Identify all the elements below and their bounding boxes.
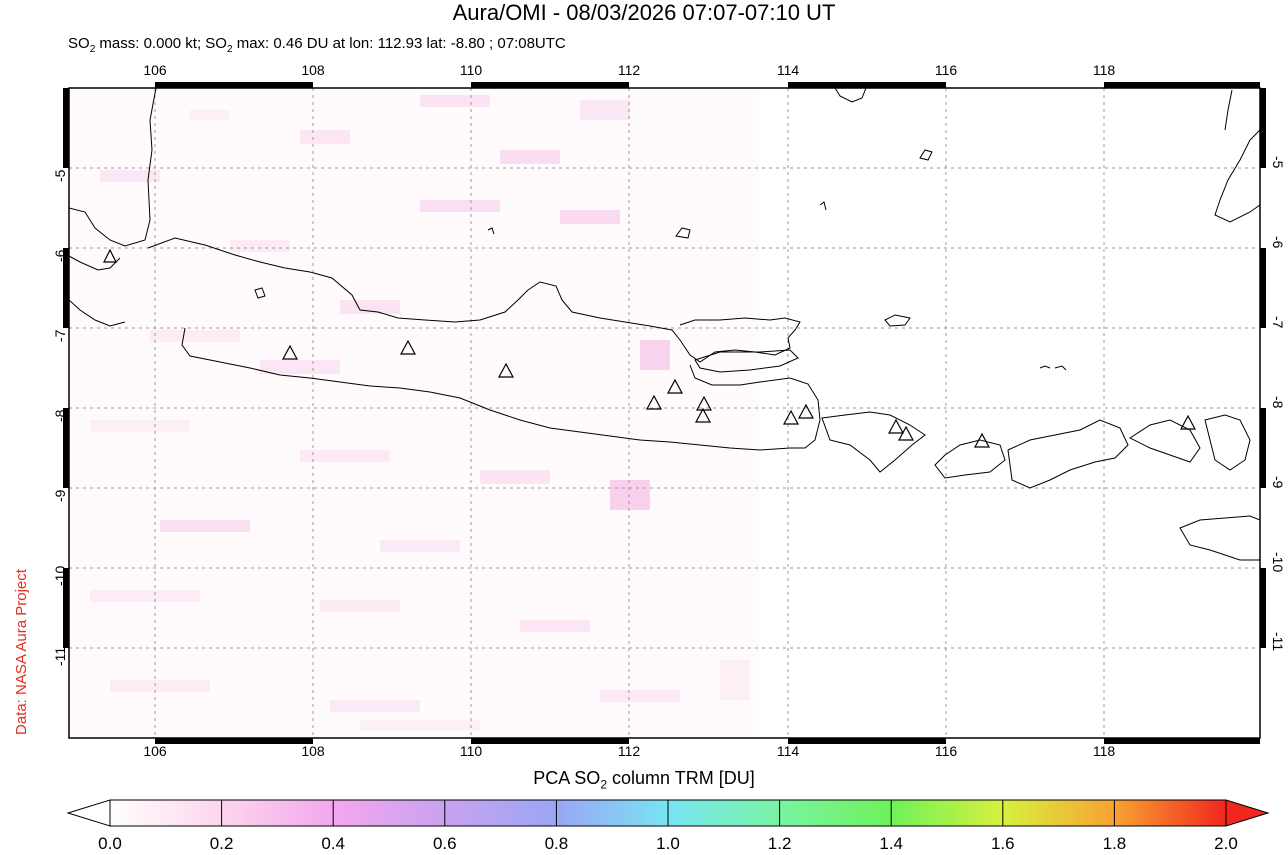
triangle-icon [694, 407, 712, 423]
lon-tick-bottom: 110 [459, 743, 483, 759]
lat-tick-left: -11 [52, 646, 68, 666]
lat-tick-left: -7 [52, 329, 68, 342]
map-title: Aura/OMI - 08/03/2026 07:07-07:10 UT [452, 0, 836, 25]
lon-tick-top: 108 [301, 62, 325, 78]
lon-tick-bottom: 116 [934, 743, 958, 759]
lon-tick-top: 118 [1092, 62, 1116, 78]
map-subtitle: SO2 mass: 0.000 kt; SO2 max: 0.46 DU at … [68, 35, 566, 55]
lon-tick-bottom: 108 [301, 743, 325, 759]
colorbar-title: PCA SO2 column TRM [DU] [533, 768, 755, 792]
lat-tick-left: -10 [52, 565, 68, 586]
lat-tick-left: -6 [52, 249, 68, 262]
triangle-icon [399, 339, 417, 355]
triangle-icon [281, 344, 299, 360]
colorbar-label: 1.2 [767, 834, 792, 853]
lon-tick-top: 114 [776, 62, 800, 78]
lon-tick-top: 106 [143, 62, 167, 78]
lon-tick-bottom: 112 [617, 743, 641, 759]
lat-tick-right: -10 [1270, 552, 1286, 573]
triangle-icon [782, 409, 800, 425]
lat-tick-right: -7 [1270, 316, 1286, 329]
colorbar-label: 0.2 [209, 834, 234, 853]
colorbar-label: 0.0 [98, 834, 122, 853]
colorbar-label: 1.8 [1102, 834, 1127, 853]
lon-tick-bottom: 106 [143, 743, 167, 759]
triangle-icon [797, 403, 815, 419]
colorbar-label: 1.0 [656, 834, 680, 853]
triangle-icon [666, 378, 684, 394]
lat-tick-right: -5 [1270, 156, 1286, 169]
colorbar-label: 1.6 [990, 834, 1015, 853]
triangle-icon [497, 362, 515, 378]
lon-tick-top: 112 [617, 62, 641, 78]
triangle-icon [645, 394, 663, 410]
map-border-scale [63, 82, 1266, 744]
colorbar [66, 799, 1270, 827]
colorbar-label: 2.0 [1214, 834, 1238, 853]
lat-tick-right: -6 [1270, 236, 1286, 249]
lon-tick-bottom: 118 [1092, 743, 1116, 759]
colorbar-label: 0.4 [321, 834, 345, 853]
lat-tick-right: -8 [1270, 396, 1286, 409]
triangle-icon [103, 248, 117, 263]
colorbar-label: 1.4 [879, 834, 903, 853]
colorbar-label: 0.6 [432, 834, 457, 853]
lat-tick-right: -11 [1270, 632, 1286, 652]
graticule [69, 88, 1260, 738]
coastlines [69, 88, 1260, 561]
triangle-icon [897, 425, 915, 441]
so2-pixels [69, 88, 759, 738]
lat-tick-right: -9 [1270, 476, 1286, 489]
lon-tick-bottom: 114 [776, 743, 800, 759]
lat-tick-left: -5 [52, 169, 68, 182]
triangle-icon [887, 418, 905, 434]
lon-tick-top: 116 [934, 62, 958, 78]
lat-tick-left: -9 [52, 489, 68, 502]
lon-tick-top: 110 [459, 62, 483, 78]
triangle-icon [1179, 414, 1197, 430]
lat-tick-left: -8 [52, 409, 68, 422]
colorbar-label: 0.8 [544, 834, 569, 853]
volcano-markers [103, 248, 1197, 448]
triangle-icon [973, 432, 991, 448]
